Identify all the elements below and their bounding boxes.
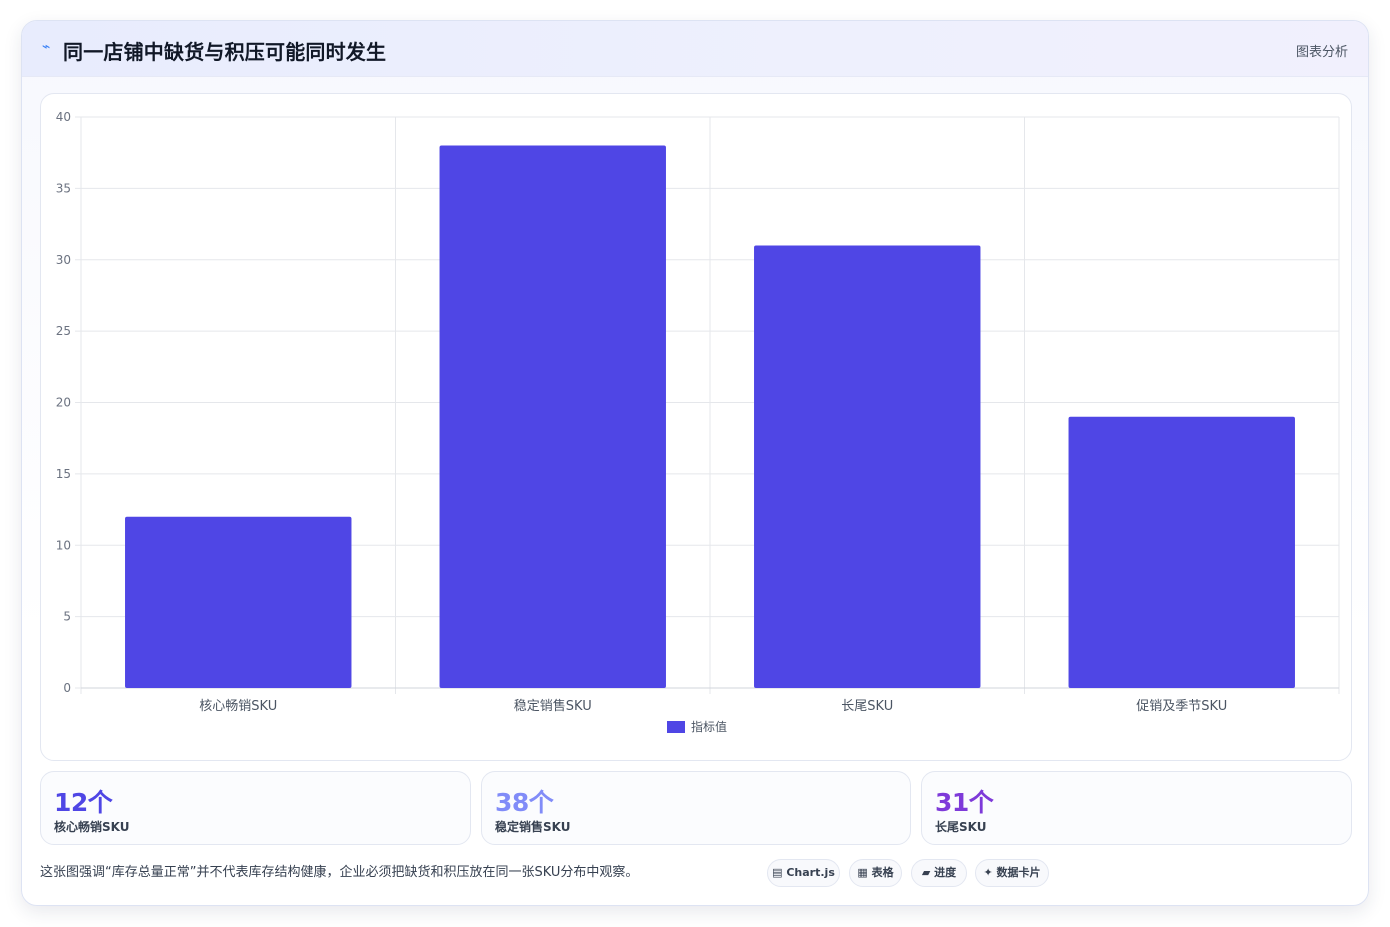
bar (754, 245, 981, 688)
bar-chart: 0 5 10 15 20 25 30 35 40 核心畅销SKU 稳定销售SKU 长尾SKU 促销及季节… (56, 110, 1340, 734)
stat-value: 31个 (935, 788, 994, 817)
y-tick-label: 30 (56, 253, 71, 267)
stat-card-core: 12个 核心畅销SKU (40, 771, 471, 845)
progress-icon: ▰ (921, 866, 931, 879)
chip-label: 进度 (934, 866, 957, 879)
legend-swatch (667, 721, 685, 733)
chart-analysis-tag: 图表分析 (1295, 45, 1348, 60)
card-header: ⌁ 同一店铺中缺货与积压可能同时发生 图表分析 (22, 21, 1368, 77)
y-tick-label: 10 (56, 538, 71, 552)
x-tick-label: 核心畅销SKU (199, 699, 277, 714)
y-tick-label: 25 (56, 324, 71, 338)
y-tick-label: 40 (56, 110, 71, 124)
sparkle-icon: ✦ (983, 866, 993, 879)
chart-panel: 0 5 10 15 20 25 30 35 40 核心畅销SKU 稳定销售SKU 长尾SKU 促销及季节… (40, 93, 1352, 761)
stat-card-longtail: 31个 长尾SKU (921, 771, 1352, 845)
chip-data-card[interactable]: ✦ 数据卡片 (975, 859, 1049, 887)
stat-label: 长尾SKU (935, 820, 987, 834)
stat-label: 稳定销售SKU (495, 820, 571, 834)
chip-label: 数据卡片 (996, 866, 1041, 879)
bar (439, 145, 666, 689)
chip-label: 表格 (871, 866, 894, 879)
chip-table[interactable]: ▦ 表格 (849, 859, 902, 887)
table-icon: ▦ (857, 866, 868, 879)
chart-card: ⌁ 同一店铺中缺货与积压可能同时发生 图表分析 0 5 10 15 20 25 30 35 40… (21, 20, 1369, 906)
bar (1068, 416, 1295, 688)
x-tick-label: 长尾SKU (841, 699, 893, 714)
legend-label: 指标值 (691, 719, 727, 734)
y-tick-label: 35 (56, 181, 71, 195)
page-title: 同一店铺中缺货与积压可能同时发生 (63, 40, 387, 64)
stat-card-stable: 38个 稳定销售SKU (481, 771, 911, 845)
footnote: 这张图强调“库存总量正常”并不代表库存结构健康，企业必须把缺货和积压放在同一张S… (40, 865, 639, 880)
bar (125, 516, 352, 688)
x-tick-label: 促销及季节SKU (1136, 699, 1227, 714)
x-tick-label: 稳定销售SKU (514, 698, 592, 714)
chip-progress[interactable]: ▰ 进度 (911, 859, 967, 887)
chip-label: Chart.js (786, 866, 835, 879)
y-tick-label: 15 (56, 467, 71, 481)
stat-label: 核心畅销SKU (54, 820, 130, 834)
y-tick-label: 20 (56, 396, 71, 410)
chart-line-icon: ⌁ (42, 39, 51, 55)
chip-chartjs[interactable]: ▤ Chart.js (767, 859, 840, 887)
stat-value: 38个 (495, 788, 554, 817)
chart-icon: ▤ (772, 866, 783, 879)
stat-value: 12个 (54, 788, 113, 817)
y-tick-label: 0 (63, 681, 71, 695)
y-tick-label: 5 (63, 610, 71, 624)
